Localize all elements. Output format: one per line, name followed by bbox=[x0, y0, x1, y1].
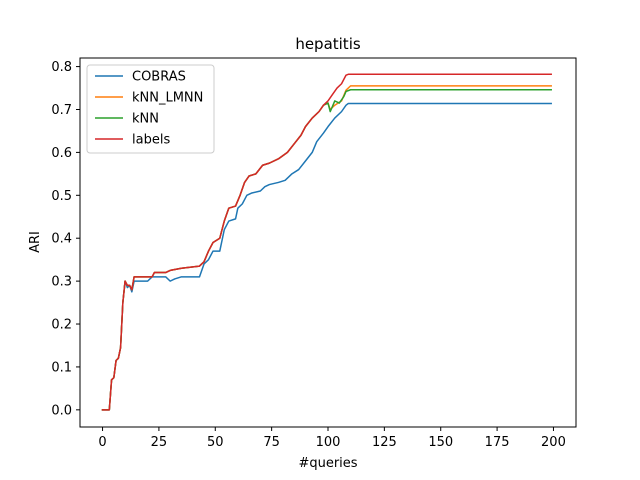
plot-area bbox=[101, 73, 552, 411]
legend-label: kNN bbox=[132, 112, 159, 127]
x-axis: 0 25 50 75 100 125 150 175 200 bbox=[98, 427, 566, 450]
y-tick-label: 0.5 bbox=[51, 189, 72, 204]
legend: COBRAS kNN_LMNN kNN labels bbox=[86, 64, 215, 154]
x-axis-label: #queries bbox=[298, 456, 357, 471]
y-tick-label: 0.0 bbox=[51, 403, 72, 418]
y-tick-label: 0.1 bbox=[51, 360, 72, 375]
y-axis: 0.0 0.1 0.2 0.3 0.4 0.5 0.6 0.7 0.8 bbox=[51, 60, 80, 418]
x-tick-label: 125 bbox=[372, 435, 397, 450]
chart-title: hepatitis bbox=[295, 35, 361, 53]
x-tick-label: 50 bbox=[207, 435, 224, 450]
x-tick-label: 150 bbox=[428, 435, 453, 450]
y-tick-label: 0.7 bbox=[51, 103, 72, 118]
x-tick-label: 100 bbox=[316, 435, 341, 450]
x-tick-label: 25 bbox=[151, 435, 168, 450]
x-tick-label: 175 bbox=[485, 435, 510, 450]
y-axis-label: ARI bbox=[28, 231, 43, 253]
y-tick-label: 0.6 bbox=[51, 146, 72, 161]
legend-label: kNN_LMNN bbox=[132, 91, 203, 106]
x-tick-label: 75 bbox=[263, 435, 280, 450]
x-tick-label: 0 bbox=[98, 435, 106, 450]
y-tick-label: 0.4 bbox=[51, 232, 72, 247]
y-tick-label: 0.8 bbox=[51, 60, 72, 75]
legend-label: labels bbox=[132, 133, 170, 148]
y-tick-label: 0.2 bbox=[51, 318, 72, 333]
x-tick-label: 200 bbox=[541, 435, 566, 450]
legend-box bbox=[86, 64, 215, 154]
legend-label: COBRAS bbox=[132, 70, 186, 85]
y-tick-label: 0.3 bbox=[51, 275, 72, 290]
series-line-labels bbox=[101, 73, 552, 411]
